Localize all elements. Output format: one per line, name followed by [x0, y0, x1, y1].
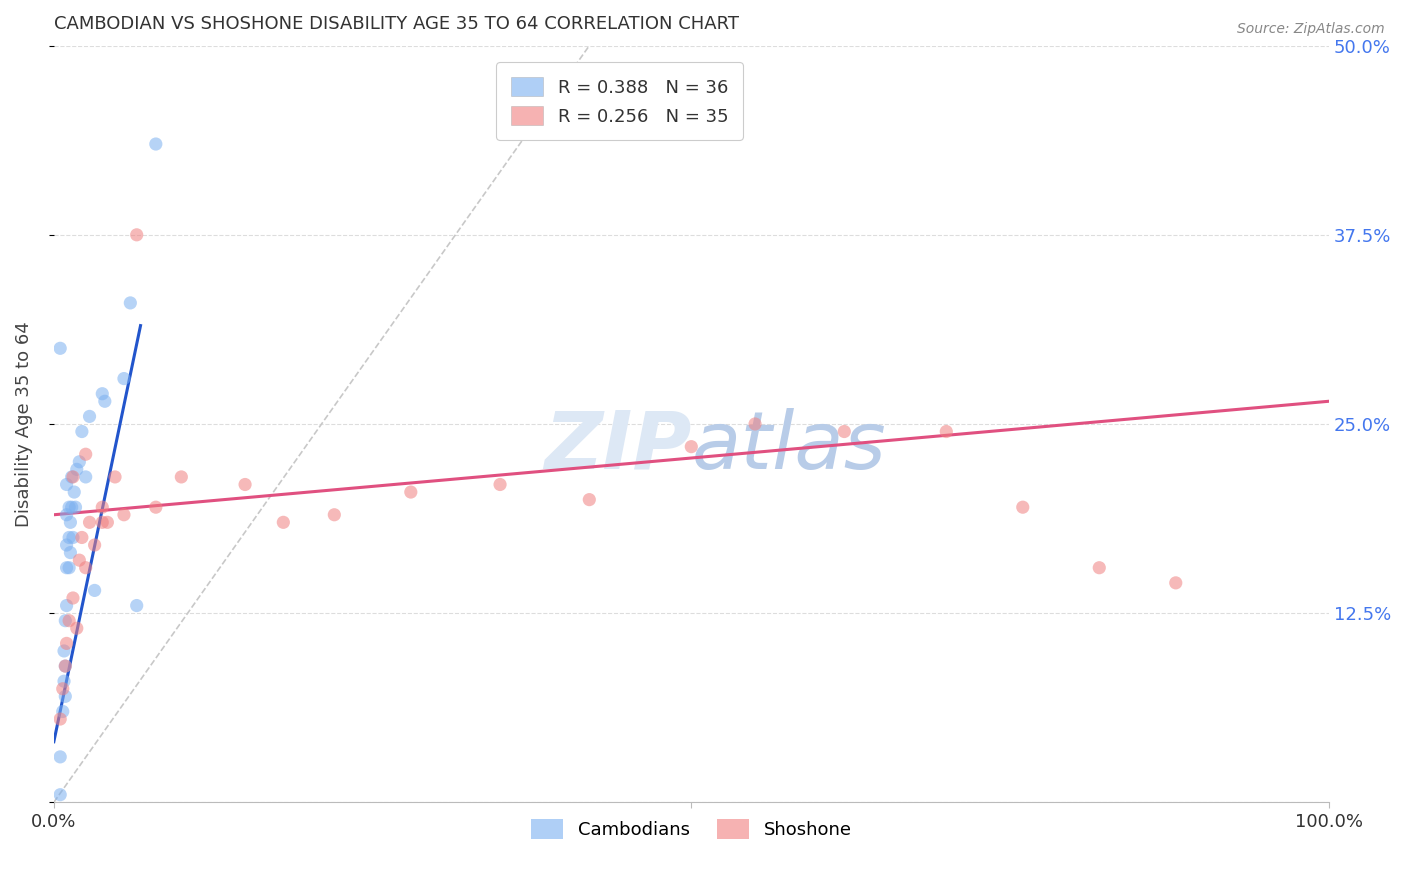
Point — [65, 500, 87, 515]
Point — [55, 477, 77, 491]
Point — [49, 788, 72, 802]
Point — [49, 750, 72, 764]
Point — [55, 538, 77, 552]
Point — [60, 500, 83, 515]
Point — [91, 500, 114, 515]
Point — [75, 560, 97, 574]
Point — [53, 690, 76, 704]
Point — [273, 516, 295, 530]
Point — [53, 659, 76, 673]
Text: atlas: atlas — [692, 408, 886, 485]
Point — [94, 394, 117, 409]
Point — [66, 462, 89, 476]
Point — [96, 516, 118, 530]
Point — [49, 712, 72, 726]
Point — [58, 560, 80, 574]
Point — [52, 705, 75, 719]
Point — [125, 599, 148, 613]
Point — [145, 500, 167, 515]
Point — [233, 477, 256, 491]
Point — [62, 470, 84, 484]
Point — [832, 425, 855, 439]
Y-axis label: Disability Age 35 to 64: Disability Age 35 to 64 — [15, 321, 32, 527]
Point — [104, 470, 127, 484]
Point — [58, 500, 80, 515]
Point — [91, 516, 114, 530]
Point — [49, 341, 72, 355]
Point — [75, 447, 97, 461]
Point — [83, 538, 105, 552]
Point — [79, 409, 101, 424]
Point — [58, 614, 80, 628]
Point — [744, 417, 766, 431]
Legend: Cambodians, Shoshone: Cambodians, Shoshone — [523, 812, 859, 847]
Point — [91, 386, 114, 401]
Point — [67, 553, 90, 567]
Point — [53, 659, 76, 673]
Point — [55, 560, 77, 574]
Point — [52, 681, 75, 696]
Point — [53, 614, 76, 628]
Point — [112, 508, 135, 522]
Text: CAMBODIAN VS SHOSHONE DISABILITY AGE 35 TO 64 CORRELATION CHART: CAMBODIAN VS SHOSHONE DISABILITY AGE 35 … — [53, 15, 738, 33]
Point — [681, 440, 703, 454]
Point — [79, 516, 101, 530]
Point — [145, 136, 167, 151]
Point — [489, 477, 512, 491]
Point — [399, 485, 422, 500]
Point — [53, 674, 76, 689]
Point — [53, 644, 76, 658]
Point — [170, 470, 193, 484]
Point — [75, 470, 97, 484]
Point — [62, 531, 84, 545]
Point — [935, 425, 957, 439]
Point — [120, 296, 142, 310]
Point — [83, 583, 105, 598]
Point — [112, 371, 135, 385]
Point — [70, 531, 93, 545]
Point — [63, 485, 86, 500]
Point — [67, 455, 90, 469]
Point — [62, 591, 84, 605]
Point — [323, 508, 346, 522]
Point — [59, 516, 82, 530]
Point — [66, 621, 89, 635]
Point — [55, 636, 77, 650]
Point — [55, 599, 77, 613]
Text: ZIP: ZIP — [544, 408, 692, 485]
Point — [70, 425, 93, 439]
Point — [55, 508, 77, 522]
Point — [60, 470, 83, 484]
Point — [1164, 575, 1187, 590]
Point — [125, 227, 148, 242]
Text: Source: ZipAtlas.com: Source: ZipAtlas.com — [1237, 22, 1385, 37]
Point — [578, 492, 600, 507]
Point — [1088, 560, 1111, 574]
Point — [1011, 500, 1033, 515]
Point — [58, 531, 80, 545]
Point — [59, 545, 82, 559]
